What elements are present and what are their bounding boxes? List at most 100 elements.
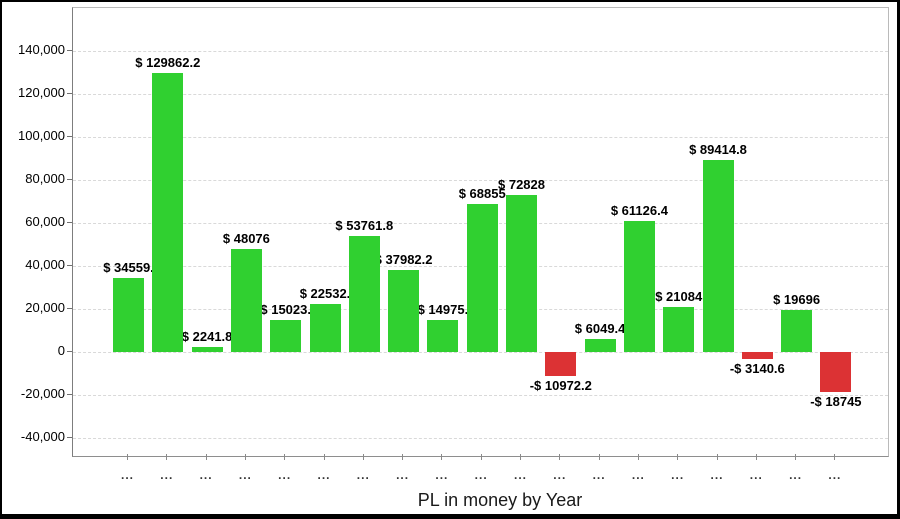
bar-9[interactable]	[427, 319, 459, 352]
x-axis-tick	[402, 454, 404, 460]
y-axis-tick-label: -40,000	[20, 429, 65, 444]
bar-8[interactable]	[388, 270, 420, 352]
bar-value-label: -$ 3140.6	[729, 360, 785, 376]
y-axis-tick	[67, 50, 72, 51]
bar-4[interactable]	[230, 248, 262, 352]
x-axis-tick	[441, 454, 443, 460]
y-axis-tick-label: 100,000	[18, 128, 65, 143]
x-axis-label: ...	[278, 468, 292, 482]
bar-value-label: $ 48076	[222, 230, 270, 246]
bar-2[interactable]	[152, 72, 184, 352]
bar-15[interactable]	[663, 306, 695, 352]
x-axis-label: ...	[356, 468, 370, 482]
y-axis-tick-label: 120,000	[18, 85, 65, 100]
x-axis-tick	[559, 454, 561, 460]
y-axis-tick	[67, 308, 72, 309]
bar-12[interactable]	[545, 352, 577, 376]
x-axis-label: ...	[435, 468, 449, 482]
bar-value-label: -$ 18745	[810, 394, 862, 410]
x-axis-label: ...	[199, 468, 213, 482]
gridline	[73, 394, 888, 396]
y-axis-tick	[67, 437, 72, 438]
x-axis-label: ...	[120, 468, 134, 482]
bar-19[interactable]	[820, 352, 852, 393]
bar-11[interactable]	[506, 195, 537, 352]
bar-13[interactable]	[584, 338, 616, 352]
bar-7[interactable]	[348, 236, 380, 352]
plot-area: $ 34559. $ 129862.2 $ 2241.8 $ 48076 $ 15023…	[72, 7, 889, 457]
x-axis-label: ...	[513, 468, 527, 482]
x-axis-tick	[362, 454, 364, 460]
gridline	[73, 179, 888, 181]
x-axis-label: ...	[671, 468, 685, 482]
x-axis-tick	[795, 454, 797, 460]
x-axis-tick	[520, 454, 521, 460]
y-axis-tick-label: -20,000	[20, 386, 65, 401]
y-axis-tick	[67, 265, 72, 266]
y-axis-tick-label: 80,000	[25, 171, 65, 186]
x-axis-label: ...	[592, 468, 606, 482]
bar-value-label: $ 15023.	[260, 301, 311, 317]
bar-value-label: $ 37982.2	[374, 252, 433, 268]
bar-value-label: $ 2241.8	[181, 329, 233, 345]
x-axis-label: ...	[238, 468, 252, 482]
x-axis-label: ...	[631, 468, 645, 482]
y-axis-tick	[67, 136, 72, 137]
bar-value-label: -$ 10972.2	[529, 377, 592, 393]
bar-value-label: $ 68855	[458, 185, 506, 201]
y-axis-tick	[67, 394, 72, 395]
bar-value-label: $ 21084	[655, 288, 703, 304]
bar-value-label: $ 34559.	[103, 259, 154, 275]
x-axis-tick	[323, 454, 325, 460]
bar-value-label: $ 19696	[773, 291, 821, 307]
bar-3[interactable]	[191, 347, 223, 352]
bar-10[interactable]	[466, 203, 498, 352]
y-axis-tick-label: 60,000	[25, 214, 65, 229]
x-axis-tick	[166, 454, 168, 460]
bar-14[interactable]	[623, 220, 655, 352]
bar-17[interactable]	[741, 352, 773, 359]
bar-value-label: $ 61126.4	[610, 202, 668, 218]
y-axis-tick	[67, 179, 72, 180]
x-axis-label: ...	[396, 468, 410, 482]
x-axis-tick	[637, 454, 639, 460]
bar-value-label: $ 72828	[498, 177, 545, 193]
x-axis-label: ...	[553, 468, 567, 482]
y-axis-tick	[67, 351, 72, 352]
x-axis-tick	[205, 454, 207, 460]
y-axis-tick	[67, 93, 72, 94]
x-axis-label: ...	[160, 468, 174, 482]
x-axis-tick	[284, 454, 286, 460]
x-axis-tick	[244, 454, 246, 460]
bar-value-label: $ 14975.	[417, 301, 469, 317]
y-axis-tick-label: 140,000	[18, 42, 65, 57]
x-axis-tick	[127, 454, 128, 460]
x-axis-tick	[598, 454, 600, 460]
bar-value-label: $ 129862.2	[135, 54, 201, 70]
x-axis-label: ...	[710, 468, 724, 482]
x-axis-tick	[755, 454, 757, 460]
x-axis-tick	[677, 454, 679, 460]
x-axis-label: ...	[789, 468, 803, 482]
x-axis-label: ...	[317, 468, 331, 482]
bar-16[interactable]	[702, 159, 734, 352]
gridline	[73, 437, 888, 439]
x-axis-tick	[834, 454, 836, 460]
x-axis-label: ...	[828, 468, 842, 482]
x-axis-tick	[716, 454, 718, 460]
bar-value-label: $ 22532.	[299, 285, 351, 301]
bar-5[interactable]	[270, 319, 302, 352]
x-axis-label: ...	[474, 468, 488, 482]
bar-6[interactable]	[309, 303, 341, 352]
bar-value-label: $ 89414.8	[689, 141, 747, 157]
x-axis-label: ...	[749, 468, 763, 482]
bar-18[interactable]	[781, 309, 813, 352]
gridline	[73, 93, 888, 95]
gridline	[73, 50, 888, 52]
gridline	[73, 136, 888, 138]
x-axis-title: PL in money by Year	[417, 490, 583, 510]
gridline	[73, 351, 888, 353]
y-axis-tick-label: 20,000	[25, 300, 65, 315]
bar-1[interactable]	[113, 277, 144, 352]
